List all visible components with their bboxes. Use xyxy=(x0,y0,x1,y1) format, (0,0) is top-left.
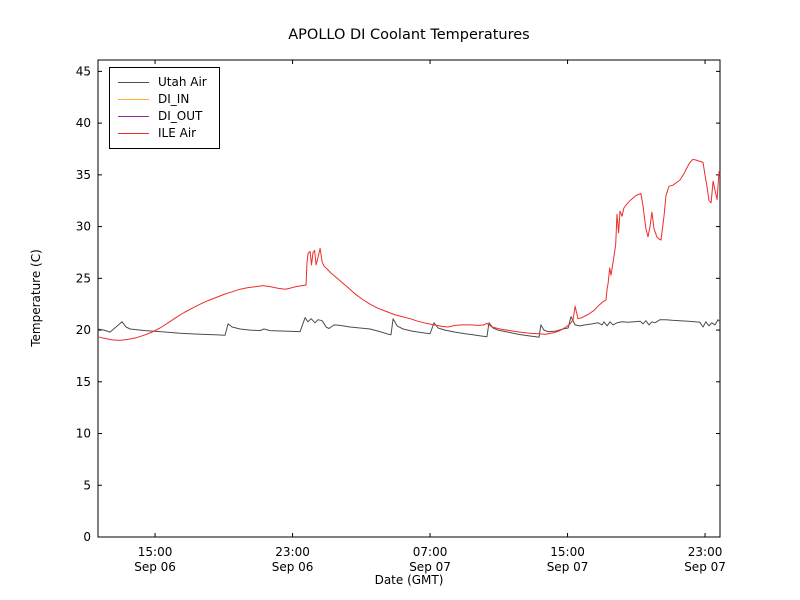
legend-label: DI_IN xyxy=(158,92,190,106)
y-tick-label: 40 xyxy=(76,116,91,130)
x-tick-label-date: Sep 07 xyxy=(684,560,726,574)
x-tick-label-date: Sep 06 xyxy=(272,560,314,574)
y-tick-label: 0 xyxy=(83,530,91,544)
x-tick-label-time: 15:00 xyxy=(138,545,173,559)
x-tick-label-time: 07:00 xyxy=(413,545,448,559)
series-line-ile-air xyxy=(97,158,721,341)
legend-line-swatch xyxy=(118,116,149,117)
series-line-utah-air xyxy=(97,316,721,338)
x-tick-label-time: 23:00 xyxy=(275,545,310,559)
legend-entry-utah-air: Utah Air xyxy=(118,74,207,91)
x-tick-label-time: 23:00 xyxy=(688,545,723,559)
legend-line-swatch xyxy=(118,82,149,83)
y-tick-label: 20 xyxy=(76,323,91,337)
legend-entry-di-in: DI_IN xyxy=(118,91,207,108)
chart-title: APOLLO DI Coolant Temperatures xyxy=(288,27,530,43)
legend-label: DI_OUT xyxy=(158,109,203,123)
legend-label: Utah Air xyxy=(158,75,207,89)
y-tick-label: 45 xyxy=(76,64,91,78)
x-tick-label-date: Sep 07 xyxy=(409,560,451,574)
x-tick-label-date: Sep 07 xyxy=(547,560,589,574)
x-tick-label-date: Sep 06 xyxy=(134,560,176,574)
legend-line-swatch xyxy=(118,99,149,100)
axes-frame xyxy=(97,59,721,538)
y-tick-label: 25 xyxy=(76,271,91,285)
y-tick-label: 15 xyxy=(76,375,91,389)
y-tick-label: 10 xyxy=(76,427,91,441)
x-axis-label: Date (GMT) xyxy=(374,573,444,587)
legend-entry-di-out: DI_OUT xyxy=(118,108,207,125)
y-tick-label: 30 xyxy=(76,220,91,234)
y-tick-label: 35 xyxy=(76,168,91,182)
legend-label: ILE Air xyxy=(158,126,197,140)
legend-entry-ile-air: ILE Air xyxy=(118,125,207,142)
x-tick-label-time: 15:00 xyxy=(550,545,585,559)
legend: Utah Air DI_IN DI_OUT ILE Air xyxy=(109,67,220,149)
legend-line-swatch xyxy=(118,133,149,134)
y-tick-label: 5 xyxy=(83,478,91,492)
y-axis-label: Temperature (C) xyxy=(29,249,43,347)
